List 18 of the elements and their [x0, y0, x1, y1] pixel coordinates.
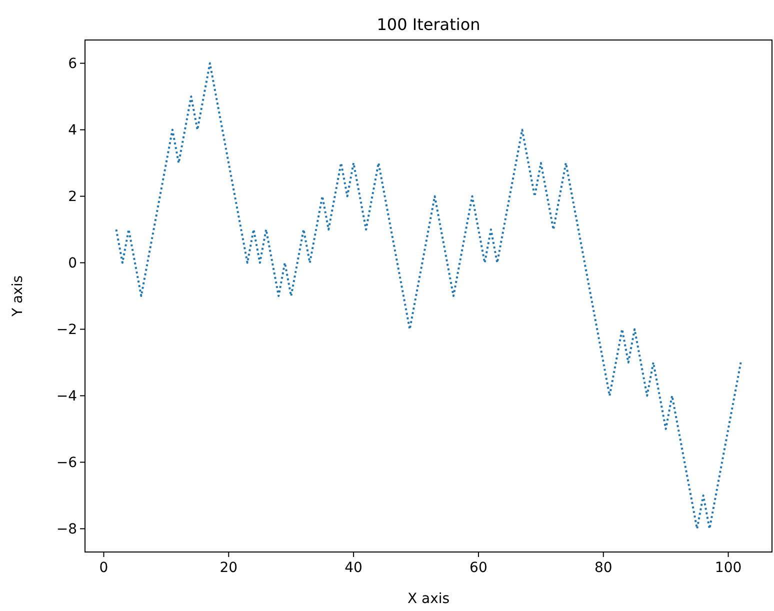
- x-tick-label: 20: [220, 560, 238, 576]
- x-tick-label: 80: [594, 560, 612, 576]
- x-tick-label: 0: [99, 560, 108, 576]
- y-tick-label: −8: [56, 522, 77, 538]
- y-tick-label: 0: [68, 256, 77, 272]
- y-tick-label: −6: [56, 455, 78, 472]
- y-axis-title: Y axis: [10, 275, 26, 318]
- x-tick-label: 60: [470, 560, 488, 576]
- line-series: [115, 62, 742, 530]
- x-tick-label: 40: [344, 560, 362, 576]
- y-tick-label: 4: [68, 122, 78, 139]
- x-axis-title: X axis: [407, 591, 450, 607]
- y-tick-label: −4: [56, 388, 78, 405]
- chart-title: 100 Iteration: [376, 15, 480, 34]
- y-tick-label: 6: [68, 56, 78, 72]
- x-tick-label: 100: [714, 560, 742, 576]
- y-tick-label: −2: [56, 322, 77, 338]
- y-tick-label: 2: [68, 189, 77, 206]
